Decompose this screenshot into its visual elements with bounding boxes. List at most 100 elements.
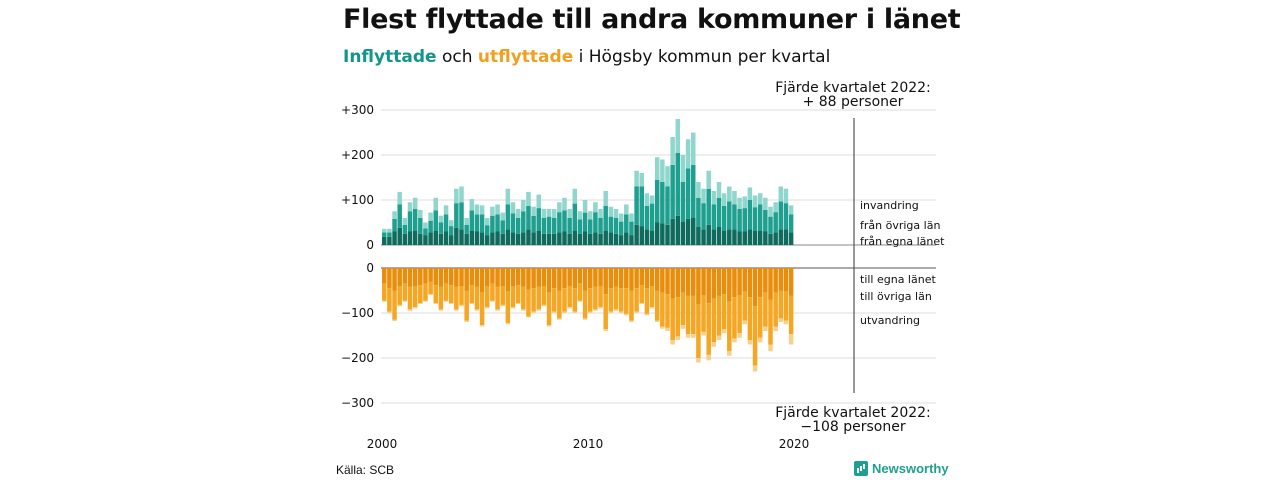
bar-in-egna: [382, 236, 387, 245]
bar-in-ovriga: [727, 201, 732, 230]
bar-in-egna: [582, 231, 588, 245]
bar-out-ovriga: [541, 286, 547, 305]
bar-in-invandring: [783, 188, 789, 204]
bar-in-invandring: [603, 191, 608, 206]
bar-out-utvandring: [593, 309, 598, 311]
bar-in-ovriga: [469, 210, 475, 231]
bar-in-egna: [685, 218, 691, 245]
bar-out-utvandring: [459, 304, 464, 307]
bar-in-egna: [515, 233, 521, 245]
bar-out-egna: [742, 268, 747, 292]
bar-in-invandring: [515, 209, 521, 218]
bar-out-ovriga: [675, 297, 681, 337]
bar-out-ovriga: [639, 285, 644, 304]
legend-label-in: från övriga län: [860, 219, 940, 232]
bar-in-ovriga: [387, 232, 392, 237]
bar-out-utvandring: [685, 334, 691, 338]
bar-out-utvandring: [644, 313, 650, 316]
bar-in-ovriga: [783, 203, 789, 230]
bar-out-utvandring: [675, 336, 681, 340]
bar-in-ovriga: [443, 214, 449, 232]
bar-out-utvandring: [608, 311, 614, 313]
bar-out-ovriga: [706, 303, 711, 355]
bar-out-utvandring: [474, 309, 480, 311]
bar-in-ovriga: [752, 207, 758, 231]
bar-out-ovriga: [505, 291, 511, 323]
bar-in-egna: [402, 233, 408, 245]
bar-in-invandring: [737, 197, 742, 209]
bar-in-egna: [443, 231, 449, 245]
bar-in-invandring: [691, 132, 696, 165]
bar-out-ovriga: [500, 286, 505, 305]
bar-in-invandring: [402, 218, 408, 225]
bar-in-ovriga: [716, 197, 722, 227]
bar-in-egna: [557, 232, 562, 245]
bar-out-ovriga: [737, 295, 742, 334]
bar-out-ovriga: [536, 286, 541, 310]
bar-out-egna: [418, 268, 423, 286]
bar-out-ovriga: [788, 295, 794, 335]
bar-in-invandring: [551, 209, 557, 218]
bar-out-utvandring: [479, 325, 485, 327]
bar-out-ovriga: [572, 288, 578, 312]
bar-out-utvandring: [485, 307, 490, 309]
bar-in-egna: [752, 230, 758, 245]
bar-out-egna: [696, 268, 701, 304]
legend-label-out: till egna länet: [860, 273, 936, 286]
bar-in-ovriga: [418, 218, 423, 234]
bar-out-ovriga: [515, 285, 521, 304]
bar-in-ovriga: [701, 203, 706, 230]
bar-in-invandring: [500, 212, 505, 221]
bar-out-egna: [402, 268, 408, 284]
bar-in-ovriga: [593, 212, 598, 233]
annotation-bottom-line1: Fjärde kvartalet 2022:: [775, 405, 931, 421]
bar-out-egna: [639, 268, 644, 286]
bar-in-egna: [397, 227, 402, 245]
bar-in-egna: [562, 231, 567, 245]
bar-in-invandring: [649, 195, 655, 204]
bar-in-ovriga: [737, 209, 742, 232]
bar-in-invandring: [727, 186, 732, 202]
bar-in-egna: [691, 218, 696, 245]
bar-in-ovriga: [577, 219, 583, 234]
bar-in-ovriga: [644, 205, 650, 230]
legend-label-in: från egna länet: [860, 235, 945, 248]
bar-out-utvandring: [572, 311, 578, 313]
bar-in-ovriga: [788, 214, 794, 233]
bar-out-egna: [531, 268, 536, 289]
bar-in-invandring: [443, 205, 449, 215]
bar-in-egna: [541, 233, 547, 245]
bar-in-egna: [464, 233, 469, 245]
y-tick-label-in: +100: [341, 193, 374, 207]
bar-in-ovriga: [603, 205, 608, 231]
subtitle-och: och: [436, 47, 478, 67]
bar-in-ovriga: [608, 216, 614, 233]
bar-in-egna: [505, 229, 511, 245]
bar-in-invandring: [639, 173, 644, 187]
bar-out-ovriga: [685, 295, 691, 335]
bar-in-invandring: [536, 194, 541, 209]
bar-in-ovriga: [531, 215, 536, 233]
bar-in-invandring: [438, 215, 444, 223]
bar-in-egna: [454, 227, 459, 245]
bar-in-invandring: [665, 166, 670, 187]
bar-out-utvandring: [454, 309, 459, 311]
bar-out-ovriga: [402, 283, 408, 301]
bar-in-egna: [696, 227, 701, 245]
bar-in-invandring: [577, 211, 583, 220]
bar-in-ovriga: [454, 203, 459, 228]
bar-in-egna: [624, 232, 629, 245]
bar-in-egna: [727, 229, 732, 245]
bar-in-egna: [608, 232, 614, 245]
bar-out-utvandring: [696, 358, 701, 363]
bar-out-utvandring: [531, 311, 536, 313]
bar-in-invandring: [788, 205, 794, 215]
bar-out-ovriga: [757, 297, 763, 338]
legend-label-out: till övriga län: [860, 290, 932, 303]
bar-in-egna: [747, 229, 753, 245]
bar-out-utvandring: [783, 320, 789, 325]
bar-out-egna: [443, 268, 449, 284]
bar-in-egna: [629, 235, 634, 245]
bar-out-utvandring: [412, 307, 418, 309]
bar-in-egna: [412, 230, 418, 245]
